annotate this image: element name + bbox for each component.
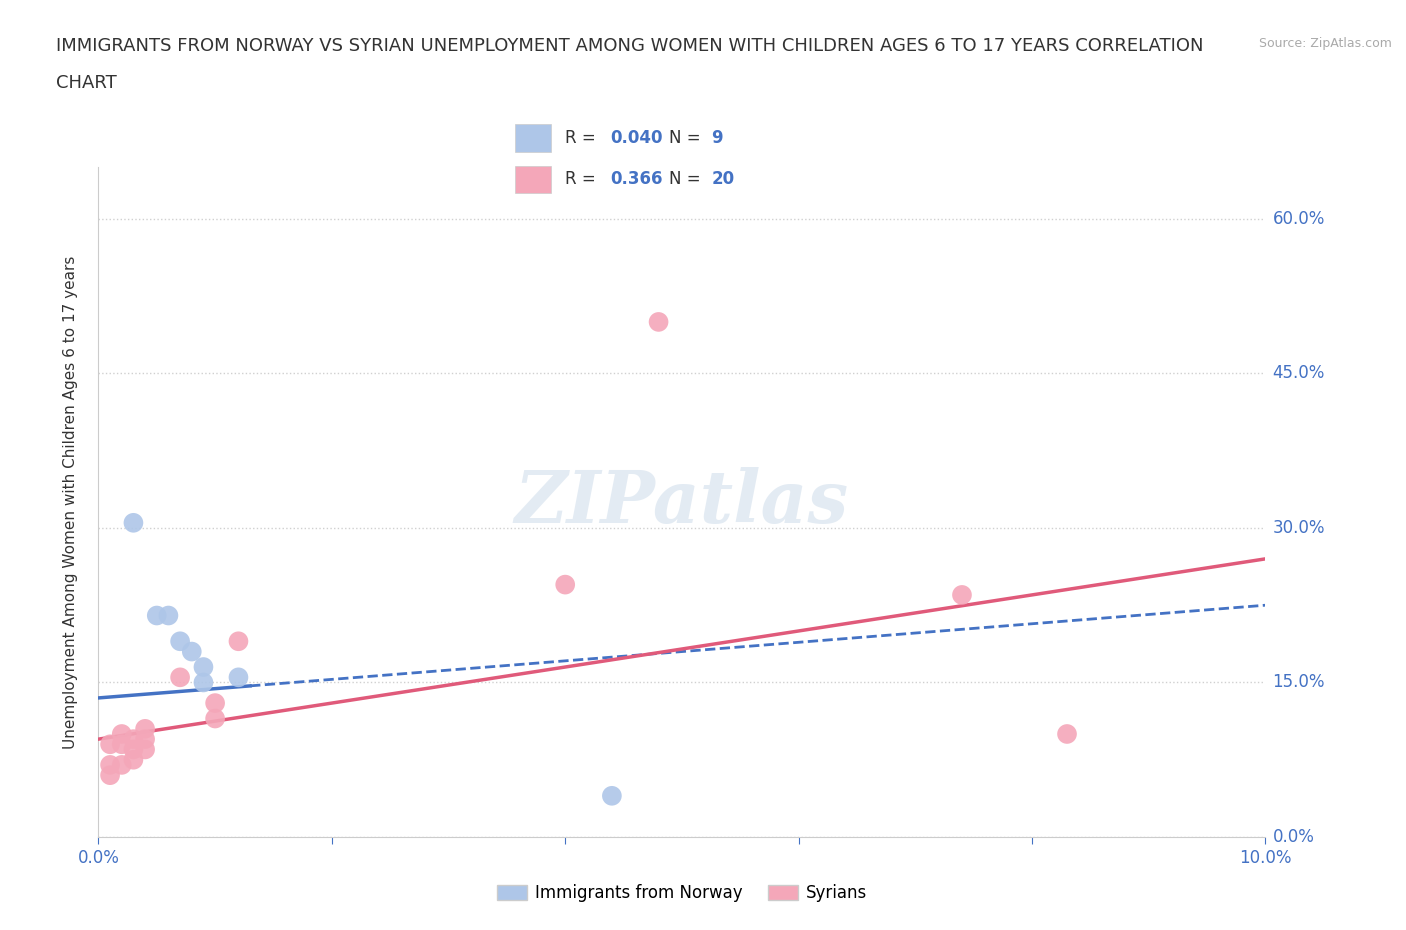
Point (228, 634, 250, 649)
Text: N =: N = (669, 170, 706, 189)
Point (950, 588, 973, 603)
Point (169, 634, 191, 649)
Point (134, 732, 156, 747)
Text: 0.0%: 0.0% (1272, 828, 1315, 846)
Point (98, 757, 121, 772)
Text: 0.040: 0.040 (610, 128, 662, 147)
Y-axis label: Unemployment Among Women with Children Ages 6 to 17 years: Unemployment Among Women with Children A… (63, 256, 77, 749)
Point (193, 659, 215, 674)
Point (98, 737, 121, 751)
Point (180, 644, 202, 659)
Text: R =: R = (565, 128, 602, 147)
Bar (515, 166, 551, 193)
Text: R =: R = (565, 170, 602, 189)
Point (134, 722, 156, 737)
Point (111, 726, 134, 741)
Text: 45.0%: 45.0% (1272, 365, 1324, 382)
Point (169, 670, 191, 684)
Point (228, 670, 250, 684)
Point (146, 608, 169, 623)
Text: 0.366: 0.366 (610, 170, 662, 189)
Text: 9: 9 (711, 128, 723, 147)
Legend: Immigrants from Norway, Syrians: Immigrants from Norway, Syrians (489, 878, 875, 909)
Text: CHART: CHART (56, 74, 117, 92)
Text: N =: N = (669, 128, 706, 147)
Point (111, 757, 134, 772)
Point (647, 314, 669, 329)
Point (204, 711, 226, 726)
Text: ZIPatlas: ZIPatlas (515, 467, 849, 538)
Point (122, 732, 145, 747)
Bar (515, 124, 551, 152)
Point (122, 742, 145, 757)
Text: Source: ZipAtlas.com: Source: ZipAtlas.com (1258, 37, 1392, 50)
Text: 30.0%: 30.0% (1272, 519, 1324, 537)
Point (157, 608, 180, 623)
Text: 60.0%: 60.0% (1272, 210, 1324, 228)
Text: 20: 20 (711, 170, 734, 189)
Point (204, 696, 226, 711)
Point (554, 578, 576, 592)
Point (122, 515, 145, 530)
Point (600, 789, 623, 804)
Point (111, 737, 134, 751)
Point (193, 675, 215, 690)
Point (98, 768, 121, 783)
Text: IMMIGRANTS FROM NORWAY VS SYRIAN UNEMPLOYMENT AMONG WOMEN WITH CHILDREN AGES 6 T: IMMIGRANTS FROM NORWAY VS SYRIAN UNEMPLO… (56, 37, 1204, 55)
Point (122, 752, 145, 767)
Text: 15.0%: 15.0% (1272, 673, 1324, 692)
Point (1056, 726, 1078, 741)
Point (134, 742, 156, 757)
